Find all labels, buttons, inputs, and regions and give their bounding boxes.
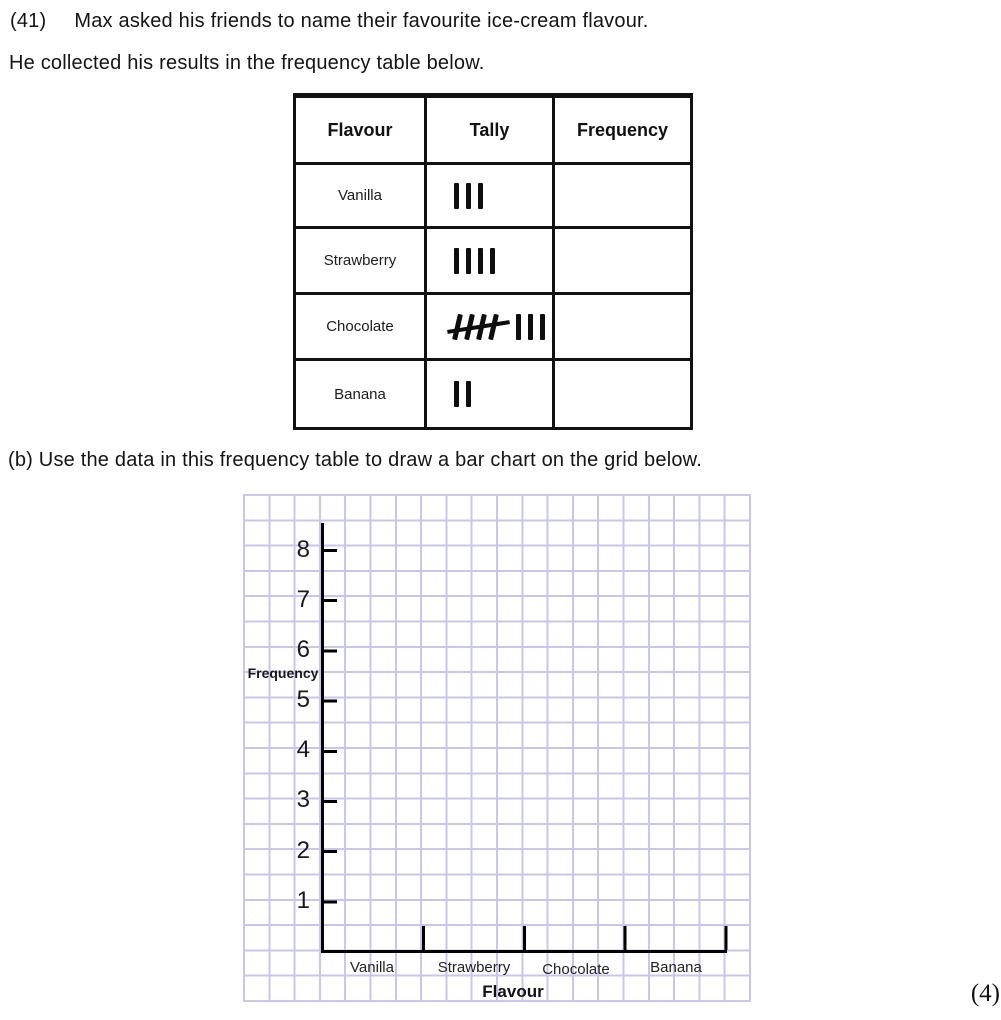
tally-mark xyxy=(490,247,495,274)
x-tick-label-strawberry: Strawberry xyxy=(437,959,511,976)
tally-cell xyxy=(424,358,555,430)
question-line-2: He collected his results in the frequenc… xyxy=(9,52,485,74)
table-row: Chocolate xyxy=(293,292,693,361)
tally-mark xyxy=(516,313,521,340)
tally-cell xyxy=(424,226,555,295)
tally-mark xyxy=(466,182,471,209)
header-flavour: Flavour xyxy=(293,93,427,165)
tally-mark xyxy=(452,313,463,340)
header-tally: Tally xyxy=(424,93,555,165)
y-axis-line xyxy=(321,523,324,953)
frequency-cell-blank xyxy=(552,162,693,229)
tally-marks xyxy=(427,381,552,407)
x-axis-ticks xyxy=(422,926,728,950)
frequency-cell-blank xyxy=(552,226,693,295)
table-row: Strawberry xyxy=(293,226,693,295)
tally-marks xyxy=(427,247,552,274)
tally-marks xyxy=(427,182,552,209)
frequency-cell-blank xyxy=(552,292,693,361)
y-tick-label-4: 4 xyxy=(296,736,310,763)
question-part-b: (b) Use the data in this frequency table… xyxy=(8,449,702,471)
marks-available: (4) xyxy=(970,980,1000,1007)
y-tick-label-6: 6 xyxy=(296,636,310,663)
table-header-row: Flavour Tally Frequency xyxy=(293,93,693,165)
tally-mark xyxy=(454,381,459,407)
flavour-cell: Chocolate xyxy=(293,292,427,361)
tally-five-gate xyxy=(447,313,510,340)
header-frequency: Frequency xyxy=(552,93,693,165)
y-tick-label-2: 2 xyxy=(296,837,310,864)
table-row: Banana xyxy=(293,358,693,430)
tally-mark xyxy=(466,247,471,274)
tally-mark xyxy=(478,247,483,274)
y-tick-label-8: 8 xyxy=(296,536,310,563)
tally-marks xyxy=(427,313,552,340)
tally-mark xyxy=(528,313,533,340)
question-line-1: (41) Max asked his friends to name their … xyxy=(10,10,649,33)
frequency-table: Flavour Tally Frequency Vanilla Strawber… xyxy=(293,93,693,430)
tally-mark xyxy=(466,381,471,407)
tally-mark xyxy=(454,182,459,209)
x-tick-label-chocolate: Chocolate xyxy=(542,961,610,978)
question-intro-text: Max asked his friends to name their favo… xyxy=(74,10,649,32)
question-number: (41) xyxy=(10,10,47,32)
tally-cell xyxy=(424,162,555,229)
flavour-cell: Banana xyxy=(293,358,427,430)
flavour-cell: Strawberry xyxy=(293,226,427,295)
tally-mark xyxy=(478,182,483,209)
x-axis-line xyxy=(321,950,727,953)
y-tick-label-7: 7 xyxy=(296,586,310,613)
flavour-cell: Vanilla xyxy=(293,162,427,229)
x-axis-title: Flavour xyxy=(482,982,544,1001)
y-tick-label-3: 3 xyxy=(296,786,310,813)
frequency-cell-blank xyxy=(552,358,693,430)
tally-cell xyxy=(424,292,555,361)
x-tick-label-banana: Banana xyxy=(650,959,702,976)
table-row: Vanilla xyxy=(293,162,693,229)
y-tick-label-5: 5 xyxy=(296,686,310,713)
y-tick-label-1: 1 xyxy=(296,887,310,914)
x-tick-label-vanilla: Vanilla xyxy=(350,959,394,976)
tally-mark xyxy=(454,247,459,274)
tally-mark xyxy=(540,313,545,340)
y-axis-ticks xyxy=(324,549,337,905)
y-axis-title: Frequency xyxy=(247,665,319,681)
